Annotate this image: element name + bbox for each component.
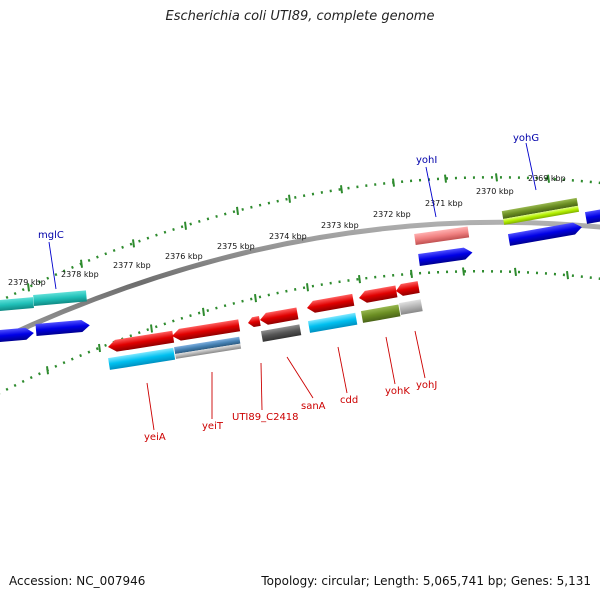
major-tick	[254, 294, 257, 303]
major-tick	[410, 269, 413, 278]
tick-label: 2375 kbp	[217, 242, 255, 251]
forward-genes	[0, 197, 600, 343]
major-tick	[444, 174, 447, 183]
gene-arrow[interactable]	[35, 319, 90, 336]
gene-label-yohG[interactable]: yohG	[513, 133, 539, 144]
major-tick	[80, 259, 83, 268]
gene-feature[interactable]	[0, 297, 34, 312]
genome-backbone	[0, 219, 600, 343]
genome-summary: Topology: circular; Length: 5,065,741 bp…	[261, 574, 591, 588]
major-tick	[27, 283, 30, 292]
gene-arrow[interactable]	[247, 315, 261, 328]
gene-feature[interactable]	[501, 197, 580, 225]
major-ticks	[27, 173, 550, 292]
tick-label: 2374 kbp	[269, 232, 307, 241]
gene-label-yohI[interactable]: yohI	[416, 155, 437, 166]
major-tick	[46, 366, 49, 375]
gene-feature[interactable]	[260, 324, 302, 342]
major-tick	[495, 173, 498, 182]
major-tick	[306, 283, 309, 292]
gene-arrow[interactable]	[395, 281, 420, 297]
gene-arrow[interactable]	[418, 247, 473, 266]
gene-label-yeiA[interactable]: yeiA	[144, 432, 166, 443]
major-tick	[98, 343, 101, 353]
tick-label: 2372 kbp	[373, 210, 411, 219]
major-tick	[392, 178, 395, 187]
gene-label-yeiT[interactable]: yeiT	[202, 421, 224, 432]
gene-label-yohK[interactable]: yohK	[385, 386, 410, 397]
major-tick	[236, 206, 239, 216]
gene-label-yohJ[interactable]: yohJ	[416, 380, 437, 391]
gene-arrow[interactable]	[306, 293, 355, 314]
gene-feature[interactable]	[398, 299, 423, 315]
tick-label: 2370 kbp	[476, 187, 514, 196]
gene-feature[interactable]	[174, 336, 242, 359]
gene-label-cdd[interactable]: cdd	[340, 395, 358, 406]
forward-label-leaders	[48, 142, 537, 290]
gene-arrow[interactable]	[0, 327, 34, 343]
tick-label: 2376 kbp	[165, 252, 203, 261]
major-tick	[150, 324, 153, 333]
tick-label: 2369 kbp	[528, 174, 566, 183]
gene-arrow[interactable]	[507, 221, 583, 246]
gene-arrow[interactable]	[171, 319, 241, 341]
major-tick	[340, 185, 343, 194]
reverse-genes	[107, 281, 423, 370]
gene-feature[interactable]	[307, 312, 358, 333]
major-tick	[132, 239, 135, 248]
major-tick	[288, 194, 291, 203]
major-tick	[202, 307, 205, 317]
map-title: Escherichia coli UTI89, complete genome	[165, 9, 435, 24]
accession-text: Accession: NC_007946	[9, 574, 146, 588]
major-tick	[547, 174, 550, 183]
gene-feature[interactable]	[33, 290, 87, 306]
major-ticks-inner	[46, 267, 569, 375]
tick-label: 2373 kbp	[321, 221, 359, 230]
gene-feature[interactable]	[360, 304, 401, 323]
gene-label-sanA[interactable]: sanA	[301, 401, 326, 412]
tick-label: 2371 kbp	[425, 199, 463, 208]
gene-feature[interactable]	[108, 347, 176, 370]
gene-arrow[interactable]	[584, 208, 600, 224]
major-tick	[358, 274, 361, 284]
gene-feature[interactable]	[414, 226, 470, 245]
major-tick	[462, 267, 465, 276]
gene-arrow[interactable]	[358, 285, 398, 303]
major-tick	[184, 221, 187, 230]
gene-label-mglC[interactable]: mglC	[38, 230, 64, 241]
reverse-label-leaders	[146, 330, 426, 431]
tick-label: 2377 kbp	[113, 261, 151, 270]
tick-label: 2378 kbp	[61, 270, 99, 279]
gene-arrow[interactable]	[259, 307, 299, 325]
major-tick	[514, 267, 517, 276]
gene-label-UTI89_C2418[interactable]: UTI89_C2418	[232, 412, 299, 423]
tick-labels: 2379 kbp 2378 kbp 2377 kbp 2376 kbp 2375…	[8, 174, 566, 287]
major-tick	[566, 271, 569, 280]
tick-label: 2379 kbp	[8, 278, 46, 287]
gene-arrow[interactable]	[107, 330, 175, 353]
